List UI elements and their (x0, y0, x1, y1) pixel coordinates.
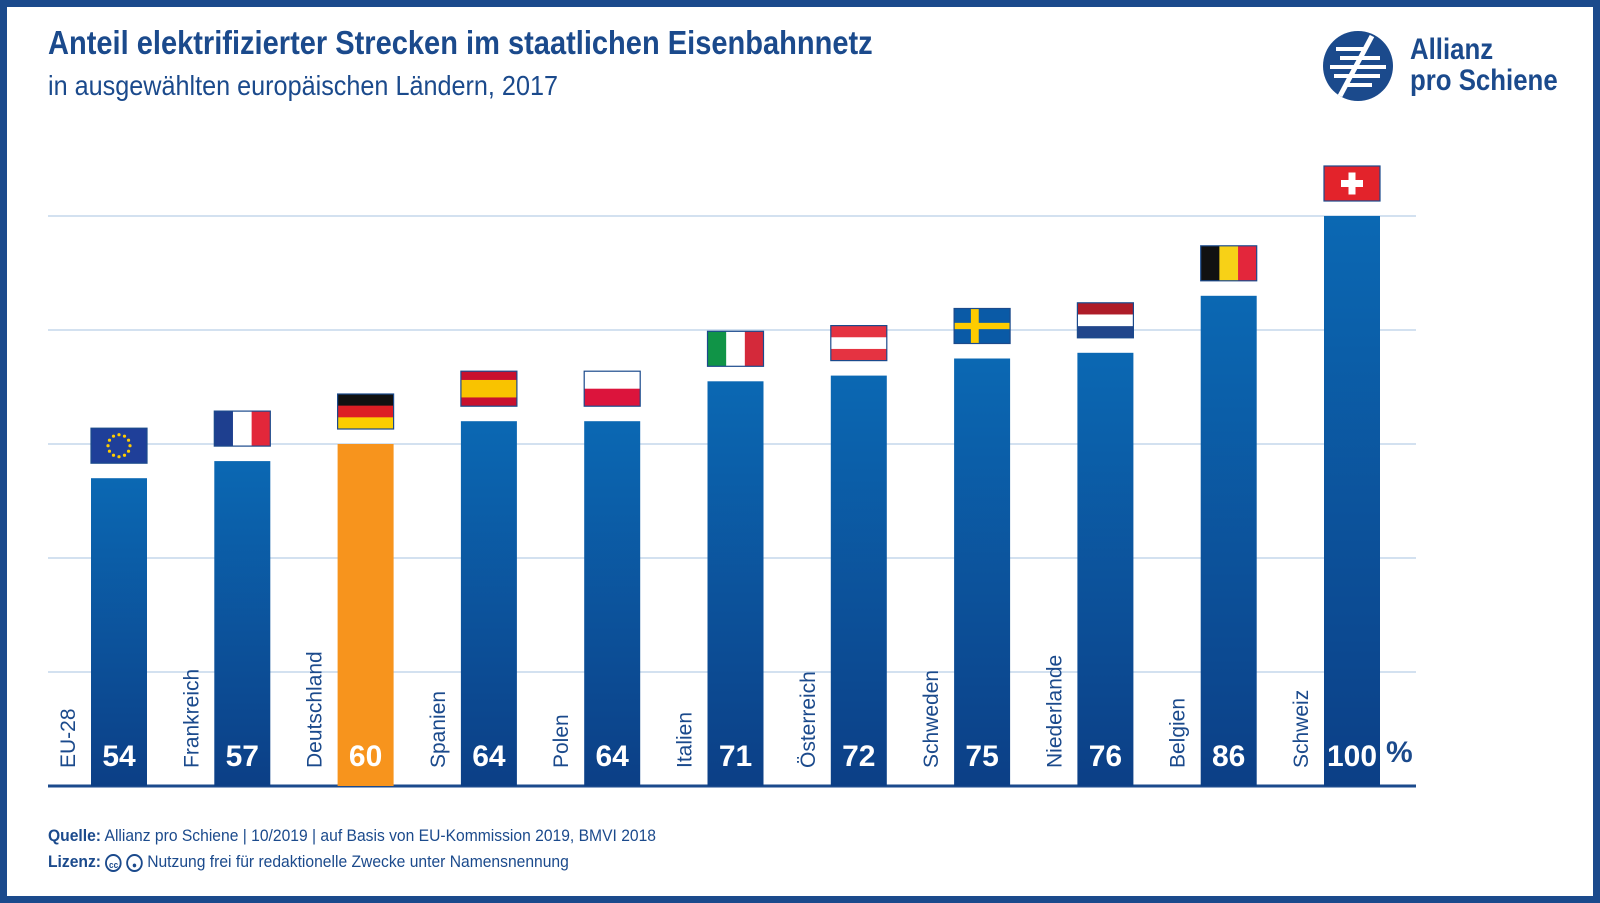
category-label-0: EU-28 (57, 708, 80, 768)
category-label-4: Polen (550, 714, 573, 768)
category-label-3: Spanien (427, 691, 450, 768)
category-label-10: Schweiz (1290, 690, 1313, 768)
value-label-10: 100 (1327, 740, 1377, 773)
logo-text: Allianz pro Schiene (1410, 34, 1558, 96)
value-label-9: 86 (1212, 740, 1245, 773)
logo-line-1: Allianz (1410, 33, 1494, 66)
flag-belgium-icon (1200, 245, 1258, 282)
value-label-0: 54 (102, 740, 136, 773)
bar-4 (584, 421, 641, 786)
category-label-8: Niederlande (1043, 655, 1066, 768)
logo-line-2: pro Schiene (1410, 64, 1558, 97)
value-label-4: 64 (596, 740, 630, 773)
cc-license-icon: cc (105, 853, 122, 872)
chart-subtitle: in ausgewählten europäischen Ländern, 20… (48, 70, 559, 101)
source-text: Allianz pro Schiene | 10/2019 | auf Basi… (104, 826, 656, 845)
source-line: Quelle: Allianz pro Schiene | 10/2019 | … (48, 826, 656, 846)
flag-poland-icon (583, 370, 641, 407)
attribution-person-icon: ● (126, 853, 143, 872)
flag-france-icon (213, 410, 271, 447)
value-label-6: 72 (842, 740, 875, 773)
bar-8 (1077, 352, 1134, 786)
bar-7 (954, 358, 1011, 786)
category-label-2: Deutschland (304, 651, 327, 768)
flag-eu-icon (90, 427, 148, 464)
flag-germany-icon (337, 393, 395, 430)
bar-9 (1200, 295, 1257, 786)
bar-10 (1324, 216, 1380, 786)
license-text: Nutzung frei für redaktionelle Zwecke un… (147, 852, 569, 871)
license-label: Lizenz: (48, 852, 102, 871)
flag-austria-icon (830, 325, 888, 362)
category-label-6: Österreich (797, 671, 820, 768)
source-label: Quelle: (48, 826, 102, 845)
flag-italy-icon (706, 330, 765, 367)
category-label-9: Belgien (1167, 698, 1190, 768)
flag-spain-icon (460, 370, 518, 407)
category-label-7: Schweden (920, 670, 943, 768)
value-label-2: 60 (349, 740, 382, 773)
logo-mark-icon (1323, 31, 1393, 101)
bar-5 (707, 381, 764, 786)
value-label-8: 76 (1089, 740, 1122, 773)
category-label-5: Italien (674, 712, 697, 768)
chart-title: Anteil elektrifizierter Strecken im staa… (48, 24, 873, 61)
flag-switzerland-icon (1323, 165, 1381, 202)
license-line: Lizenz: cc ● Nutzung frei für redaktione… (48, 852, 569, 872)
bar-2 (337, 444, 394, 786)
value-label-5: 71 (719, 740, 752, 773)
bar-1 (214, 461, 271, 786)
flag-sweden-icon (953, 307, 1011, 345)
category-label-1: Frankreich (180, 669, 203, 768)
bar-6 (830, 375, 887, 786)
value-label-1: 57 (226, 740, 259, 773)
allianz-pro-schiene-logo: Allianz pro Schiene (1322, 30, 1562, 106)
unit-label: % (1386, 736, 1413, 769)
bar-3 (460, 421, 517, 786)
bar-0 (91, 478, 147, 786)
value-label-7: 75 (965, 740, 998, 773)
value-label-3: 64 (472, 740, 506, 773)
flag-netherlands-icon (1076, 302, 1135, 339)
